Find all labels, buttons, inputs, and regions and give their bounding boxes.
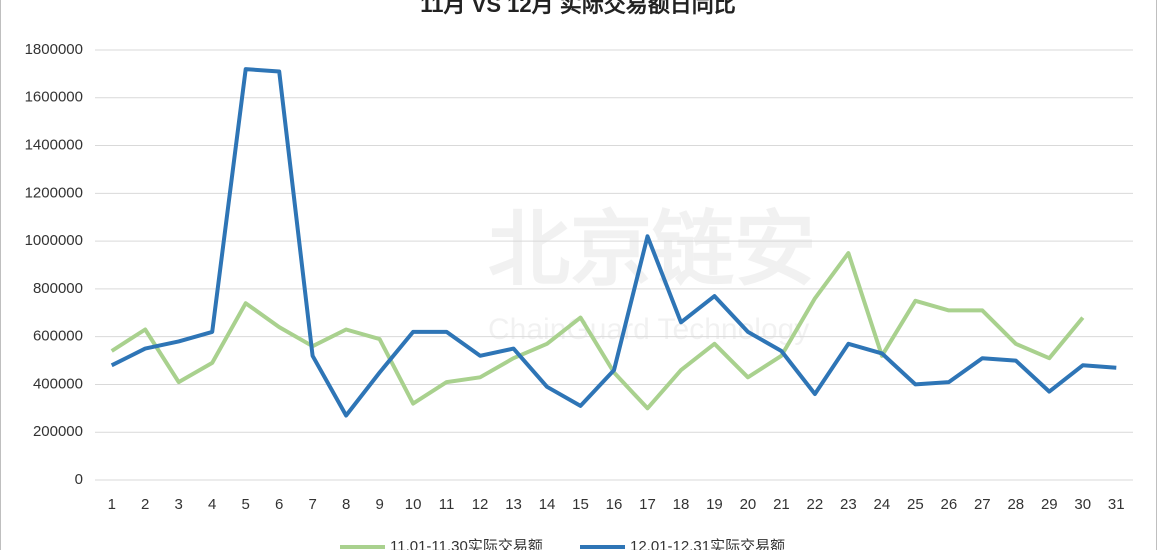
- x-tick-label: 6: [275, 496, 283, 513]
- y-tick-label: 800000: [33, 280, 83, 297]
- x-tick-label: 15: [572, 496, 589, 513]
- x-tick-label: 7: [308, 496, 316, 513]
- x-tick-label: 24: [874, 496, 891, 513]
- x-tick-label: 25: [907, 496, 924, 513]
- x-tick-label: 3: [175, 496, 183, 513]
- x-tick-label: 8: [342, 496, 350, 513]
- y-tick-label: 200000: [33, 423, 83, 440]
- series-line: [110, 251, 1085, 411]
- x-tick-label: 11: [439, 496, 455, 513]
- x-tick-label: 9: [375, 496, 383, 513]
- x-tick-label: 18: [673, 496, 690, 513]
- x-tick-label: 12: [472, 496, 489, 513]
- x-tick-label: 16: [606, 496, 623, 513]
- x-tick-label: 19: [706, 496, 723, 513]
- legend-label: 12.01-12.31实际交易额: [630, 537, 785, 550]
- x-tick-label: 23: [840, 496, 857, 513]
- x-tick-label: 2: [141, 496, 149, 513]
- watermark: ChainGuard Technology: [488, 313, 809, 346]
- x-tick-label: 31: [1108, 496, 1125, 513]
- y-tick-label: 600000: [33, 328, 83, 345]
- x-tick-label: 28: [1007, 496, 1024, 513]
- y-tick-label: 1200000: [25, 184, 83, 201]
- chart-title: 11月 VS 12月 实际交易额日同比: [420, 0, 735, 17]
- x-tick-label: 29: [1041, 496, 1058, 513]
- y-tick-label: 1600000: [25, 89, 83, 106]
- x-tick-label: 26: [940, 496, 957, 513]
- x-tick-label: 27: [974, 496, 991, 513]
- x-tick-label: 1: [108, 496, 116, 513]
- x-tick-label: 14: [539, 496, 556, 513]
- y-tick-label: 400000: [33, 375, 83, 392]
- x-tick-label: 17: [639, 496, 656, 513]
- x-tick-label: 13: [505, 496, 522, 513]
- y-tick-label: 0: [75, 471, 83, 488]
- y-tick-label: 1400000: [25, 137, 83, 154]
- x-tick-label: 10: [405, 496, 422, 513]
- x-tick-label: 20: [740, 496, 757, 513]
- x-tick-label: 21: [773, 496, 790, 513]
- x-tick-label: 5: [242, 496, 250, 513]
- x-tick-label: 22: [807, 496, 824, 513]
- x-tick-label: 4: [208, 496, 216, 513]
- series-line: [110, 67, 1117, 418]
- x-tick-label: 30: [1074, 496, 1091, 513]
- legend-label: 11.01-11.30实际交易额: [390, 537, 543, 550]
- y-tick-label: 1000000: [25, 232, 83, 249]
- y-tick-label: 1800000: [25, 41, 83, 58]
